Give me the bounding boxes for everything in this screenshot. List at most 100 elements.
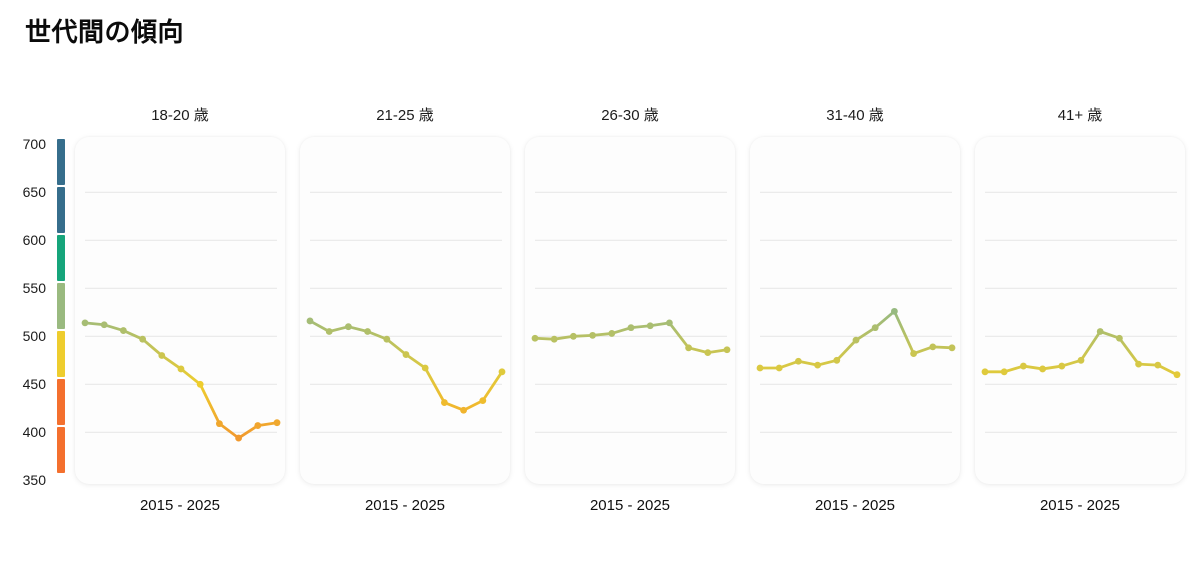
data-point [1077,356,1085,364]
data-point [216,420,223,428]
age-group-panel-2: 21-25 歳 2015 - 2025 [300,104,510,524]
line-segment [892,309,916,355]
data-point [627,324,635,332]
data-point [1173,371,1181,379]
data-point [608,330,616,337]
line-segment [385,337,408,356]
data-point [910,350,917,357]
panel-x-axis-label: 2015 - 2025 [1039,497,1121,514]
data-point [383,335,391,343]
panel-title: 21-25 歳 [376,107,434,124]
line-segment [217,422,241,440]
y-tick-label: 600 [22,232,46,249]
line-segment [1156,363,1179,377]
age-group-panel-1: 18-20 歳 2015 - 2025 [75,104,285,524]
y-tick-label: 700 [22,136,46,153]
panel-title: 18-20 歳 [151,107,209,124]
data-point [948,344,956,352]
line-segment [423,366,446,404]
panel-x-axis-label: 2015 - 2025 [364,497,446,514]
y-tick-label: 350 [22,472,46,489]
line-segment [366,330,389,341]
panel-x-axis-label: 2015 - 2025 [814,497,896,514]
data-point [460,406,467,414]
data-point [723,346,731,354]
data-point [325,328,333,335]
data-point [685,344,692,352]
line-segment [122,329,144,341]
color-scale-segment [57,379,65,425]
data-point [364,328,371,335]
color-scale-segment [57,139,65,185]
line-segment [404,353,427,370]
data-point [795,357,802,365]
line-segment [160,354,183,371]
y-tick-label: 400 [22,424,46,441]
y-tick-label: 550 [22,280,46,297]
color-scale-segment [57,427,65,473]
age-group-panel-4: 31-40 歳 2015 - 2025 [750,104,960,524]
panel-line-chart [756,191,956,433]
data-point [345,323,352,331]
data-point [139,335,146,343]
data-point [775,364,783,372]
panel-line-chart [531,191,731,433]
data-point [704,349,712,357]
panel-x-axis-label: 2015 - 2025 [139,497,221,514]
color-scale-segment [57,187,65,233]
line-segment [308,319,331,333]
data-point [570,332,577,340]
data-point [306,317,314,325]
data-point [120,327,127,334]
panel-line-chart [981,191,1181,433]
data-point [254,422,262,429]
data-point [531,334,539,342]
data-point [235,434,243,442]
line-segment [481,370,504,403]
data-point [273,419,281,427]
data-point [852,336,860,344]
y-tick-label: 500 [22,328,46,345]
data-point [421,364,429,372]
data-point [550,335,558,343]
data-point [498,368,506,376]
line-segment [179,367,202,386]
y-tick-label: 650 [22,184,46,201]
data-point [1096,328,1104,335]
page-title: 世代間の傾向 [25,17,185,47]
panel-card [750,137,960,484]
data-point [589,331,596,339]
data-point [1116,334,1123,342]
data-point [666,319,673,327]
panel-card [525,137,735,484]
line-segment [442,401,466,412]
data-point [646,322,654,330]
panel-card [75,137,285,484]
line-segment [873,309,896,330]
panel-card [300,137,510,484]
line-segment [667,321,691,350]
data-point [756,364,764,372]
data-point [891,307,898,315]
data-point [158,352,166,359]
data-point [441,399,448,406]
color-scale-segment [57,331,65,377]
color-scale-segment [57,283,65,329]
data-point [479,397,487,405]
line-segment [462,399,485,412]
data-point [981,368,989,376]
data-point [1058,362,1066,370]
data-point [1020,362,1027,370]
data-point [81,319,89,327]
panel-title: 41+ 歳 [1057,107,1103,124]
line-segment [1079,330,1102,362]
y-axis: 700 650 600 550 500 450 400 350 [0,136,46,488]
panel-title: 31-40 歳 [826,107,884,124]
age-group-panel-5: 41+ 歳 2015 - 2025 [975,104,1185,524]
data-point [1000,368,1008,376]
line-segment [1117,336,1141,366]
data-point [1135,360,1142,368]
data-point [833,356,841,364]
color-scale-segment [57,235,65,281]
data-point [177,365,185,373]
